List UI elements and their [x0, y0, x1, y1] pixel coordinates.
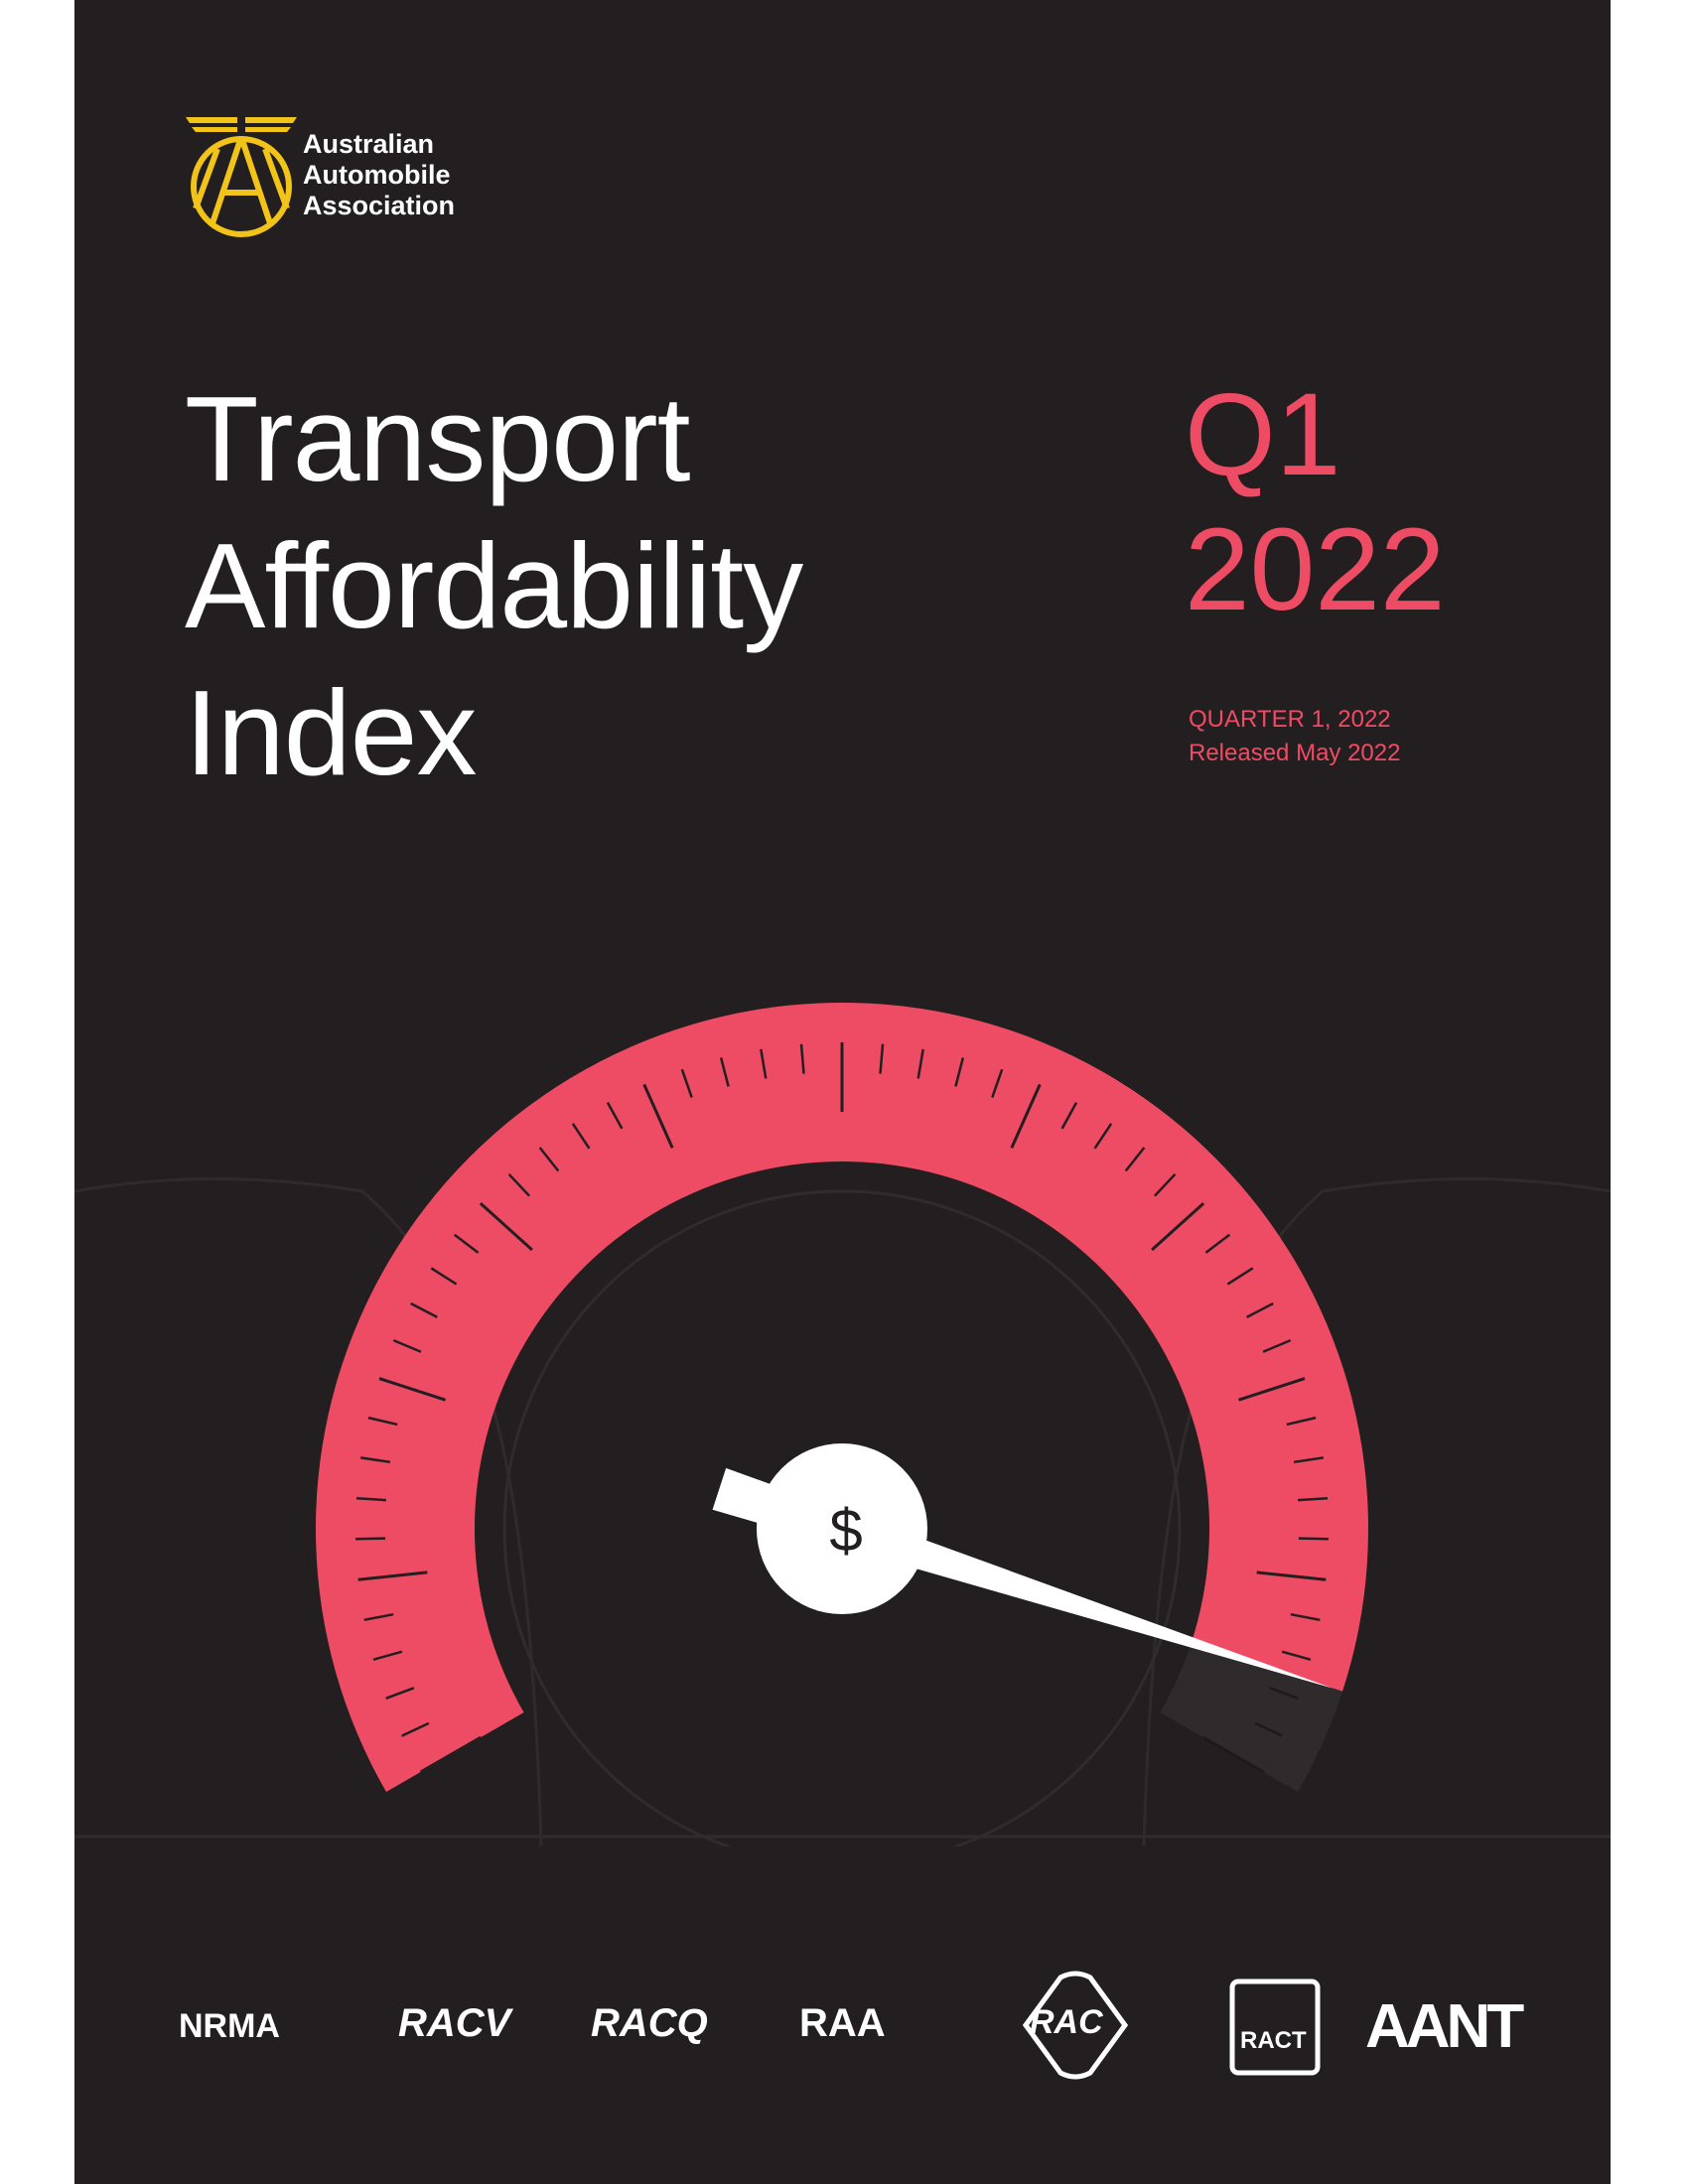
release-date: Released May 2022	[1189, 740, 1401, 766]
report-title: Transport Affordability Index	[185, 365, 803, 806]
quarter-heading: Q1 2022	[1185, 367, 1446, 637]
partner-logo-rac: RAC	[1030, 2003, 1103, 2041]
gauge-tick	[378, 1377, 447, 1402]
gauge-tick	[1293, 1456, 1324, 1464]
gauge-tick	[1290, 1612, 1321, 1622]
gauge-tick	[1286, 1416, 1317, 1427]
gauge-tick	[453, 1233, 480, 1254]
gauge-tick	[1204, 1233, 1231, 1254]
gauge-tick	[1151, 1202, 1205, 1252]
gauge-tick	[363, 1612, 394, 1622]
gauge-tick	[355, 1537, 386, 1541]
gauge-filled-band	[316, 1003, 1369, 1792]
partner-logo-racv: RACV	[398, 2001, 511, 2045]
gauge-tick	[916, 1048, 924, 1079]
org-name-line: Australian	[303, 129, 435, 159]
gauge-tick	[1262, 1338, 1292, 1353]
partner-logo-ract: RACT	[1240, 2027, 1307, 2054]
gauge-tick	[507, 1172, 531, 1197]
gauge-tick	[954, 1057, 965, 1087]
quarter-meta: QUARTER 1, 2022 Released May 2022	[1189, 703, 1400, 770]
gauge-tick	[357, 1570, 428, 1581]
gauge-tick	[419, 1735, 483, 1774]
gauge-empty-band	[1160, 1642, 1343, 1792]
gauge-tick	[401, 1721, 430, 1737]
title-line: Transport	[185, 371, 691, 506]
gauge-ticks	[355, 1042, 1329, 1774]
gauge-tick	[479, 1202, 533, 1252]
gauge-tick	[367, 1416, 398, 1427]
gauge-tick	[1153, 1172, 1177, 1197]
gauge-tick	[385, 1687, 415, 1700]
gauge-tick	[1298, 1537, 1329, 1541]
hub-circle	[757, 1443, 927, 1614]
partner-logo-ract-frame	[1229, 1979, 1321, 2076]
gauge-tick	[1093, 1123, 1113, 1150]
gauge-tick	[642, 1083, 674, 1149]
partner-logo-aant: AANT	[1365, 1992, 1524, 2061]
partner-logos: NRMA RACV RACQ RAA RAC RACT AANT	[74, 1966, 1611, 2085]
gauge-tick	[355, 1496, 386, 1502]
aaa-logo-text: Australian Automobile Association	[303, 129, 455, 221]
gauge-tick	[392, 1338, 422, 1353]
gauge-tick	[430, 1267, 458, 1286]
aaa-emblem-icon	[186, 117, 297, 237]
cover-page: Australian Automobile Association Transp…	[74, 0, 1611, 2184]
gauge-tick	[1060, 1102, 1078, 1130]
aaa-logo	[182, 109, 499, 248]
gauge-tick	[991, 1068, 1004, 1098]
gauge-tick	[1256, 1570, 1327, 1581]
partner-logo-rac-frame	[1022, 1971, 1129, 2080]
gauge-tick	[719, 1057, 730, 1087]
quarter-line: Q1	[1185, 369, 1341, 500]
gauge-tick	[1201, 1735, 1265, 1774]
partner-logo-nrma: NRMA	[179, 2007, 280, 2045]
gauge-tick	[606, 1102, 624, 1130]
gauge-tick	[410, 1301, 438, 1318]
partner-logo-raa: RAA	[799, 2001, 886, 2045]
gauge-tick	[879, 1043, 885, 1074]
title-line: Affordability	[185, 518, 803, 653]
gauge-tick	[680, 1068, 693, 1098]
org-name-line: Automobile	[303, 160, 451, 190]
gauge-tick	[1254, 1721, 1283, 1737]
speedometer-gauge: $	[74, 1003, 1611, 1846]
gauge-tick	[571, 1123, 591, 1150]
gauge-tick	[1237, 1377, 1306, 1402]
gauge-tick	[372, 1650, 403, 1661]
gauge-tick	[760, 1048, 768, 1079]
inner-dial-ring	[502, 1189, 1182, 1846]
gauge-tick	[1010, 1083, 1042, 1149]
gauge-tick	[799, 1043, 805, 1074]
gauge-tick	[538, 1147, 560, 1172]
gauge-tick	[1246, 1301, 1274, 1318]
gauge-tick	[1281, 1650, 1312, 1661]
gauge-tick	[360, 1456, 391, 1464]
org-name-line: Association	[303, 191, 456, 220]
gauge-tick	[1226, 1267, 1254, 1286]
title-line: Index	[185, 665, 477, 800]
gauge-band	[316, 1003, 1369, 1792]
gauge-tick	[1124, 1147, 1146, 1172]
gauge-hub	[757, 1443, 927, 1614]
quarter-full-label: QUARTER 1, 2022	[1189, 706, 1391, 733]
dollar-icon: $	[829, 1497, 862, 1564]
quarter-year-line: 2022	[1185, 504, 1446, 635]
needle-pointer	[836, 1511, 1334, 1689]
gauge-tick	[1298, 1496, 1329, 1502]
gauge-tick	[1269, 1687, 1299, 1700]
partner-logo-racq: RACQ	[591, 2001, 708, 2045]
